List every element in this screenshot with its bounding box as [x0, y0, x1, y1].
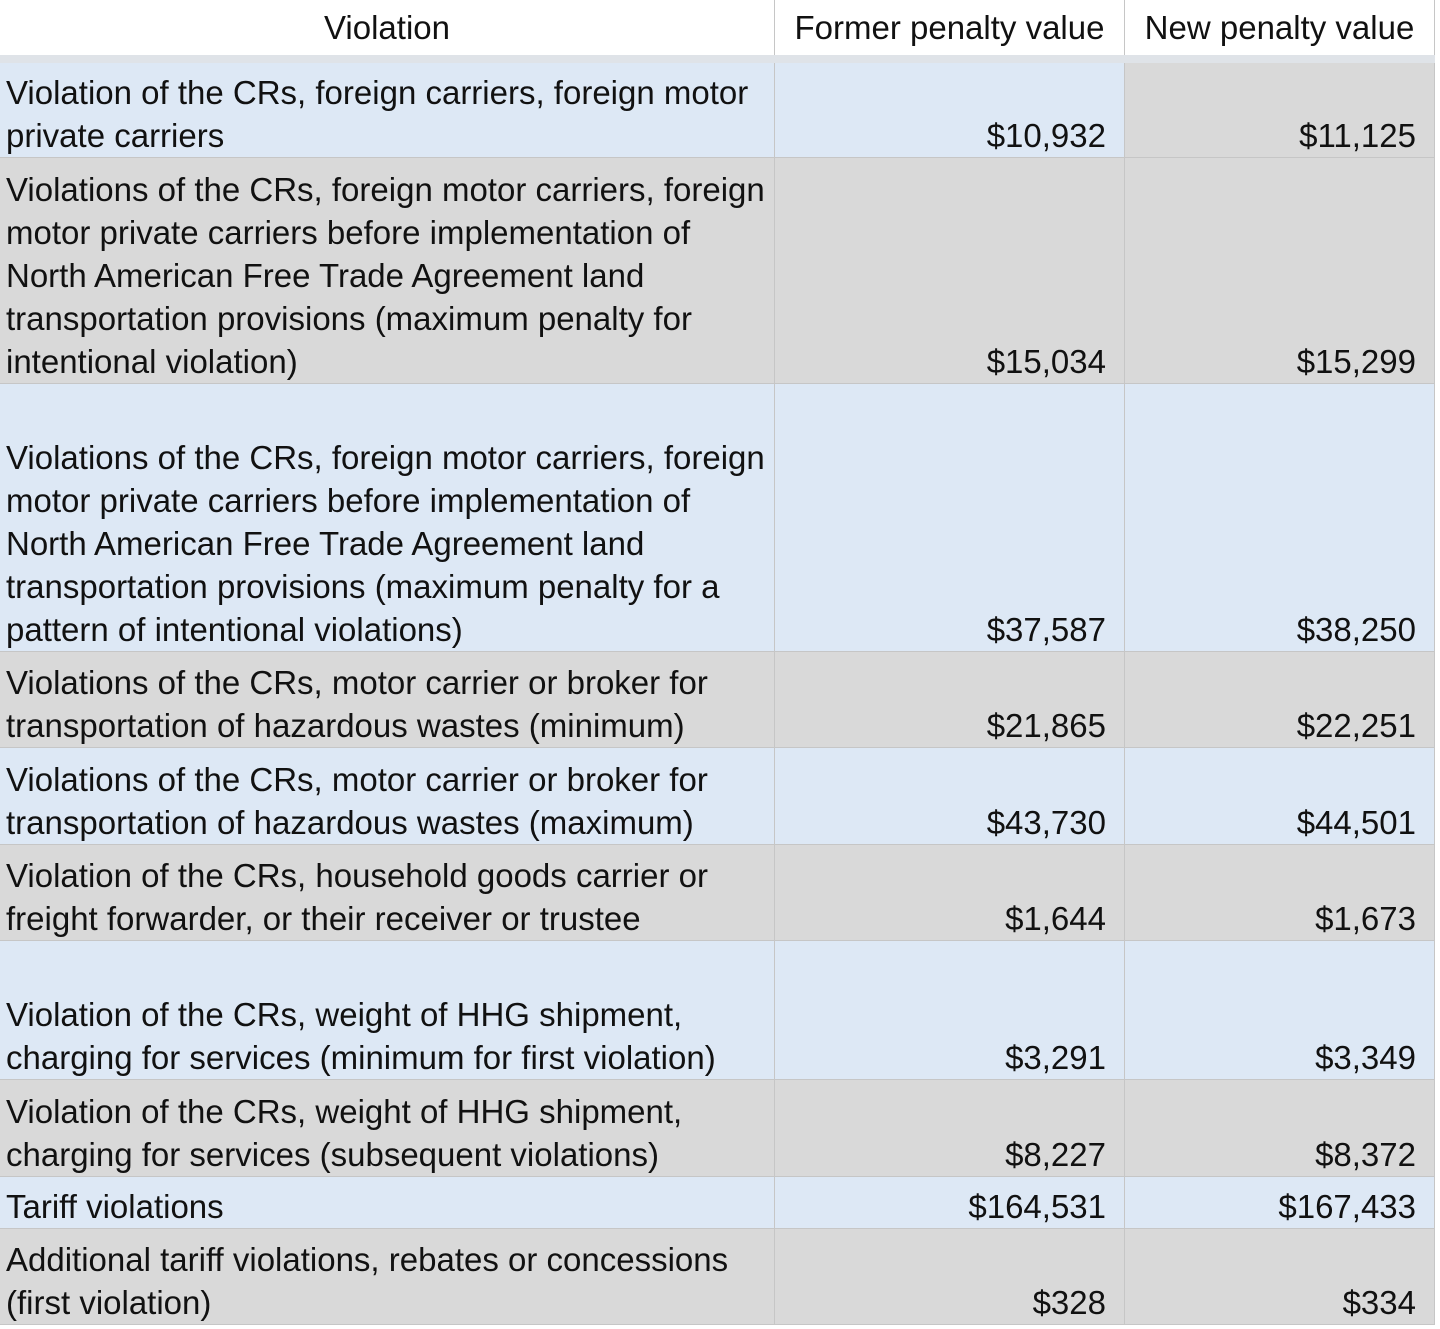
penalty-cell: $8,372 [1125, 1080, 1435, 1177]
penalty-cell: $11,125 [1125, 63, 1435, 158]
penalty-cell: $37,587 [775, 384, 1125, 652]
penalty-cell: $8,227 [775, 1080, 1125, 1177]
violation-cell: Violation of the CRs, foreign carriers, … [0, 63, 775, 158]
column-header: New penalty value [1125, 0, 1435, 55]
violation-cell: Tariff violations [0, 1177, 775, 1229]
header-separator [0, 55, 1435, 63]
penalty-cell: $3,291 [775, 941, 1125, 1080]
penalty-cell: $38,250 [1125, 384, 1435, 652]
violation-cell: Violation of the CRs, household goods ca… [0, 845, 775, 941]
penalty-cell: $3,349 [1125, 941, 1435, 1080]
violation-cell: Additional tariff violations, rebates or… [0, 1229, 775, 1325]
violation-cell: Violations of the CRs, motor carrier or … [0, 748, 775, 845]
violation-cell: Violation of the CRs, weight of HHG ship… [0, 941, 775, 1080]
violation-cell: Violations of the CRs, motor carrier or … [0, 652, 775, 748]
penalty-cell: $334 [1125, 1229, 1435, 1325]
violation-cell: Violations of the CRs, foreign motor car… [0, 384, 775, 652]
penalty-cell: $15,299 [1125, 158, 1435, 384]
column-header: Violation [0, 0, 775, 55]
violation-cell: Violations of the CRs, foreign motor car… [0, 158, 775, 384]
penalty-cell: $10,932 [775, 63, 1125, 158]
column-header: Former penalty value [775, 0, 1125, 55]
penalty-cell: $15,034 [775, 158, 1125, 384]
penalty-cell: $167,433 [1125, 1177, 1435, 1229]
penalty-cell: $1,673 [1125, 845, 1435, 941]
penalty-cell: $44,501 [1125, 748, 1435, 845]
penalty-cell: $164,531 [775, 1177, 1125, 1229]
penalty-cell: $22,251 [1125, 652, 1435, 748]
penalty-cell: $21,865 [775, 652, 1125, 748]
penalty-cell: $328 [775, 1229, 1125, 1325]
penalty-cell: $43,730 [775, 748, 1125, 845]
penalty-cell: $1,644 [775, 845, 1125, 941]
violation-cell: Violation of the CRs, weight of HHG ship… [0, 1080, 775, 1177]
